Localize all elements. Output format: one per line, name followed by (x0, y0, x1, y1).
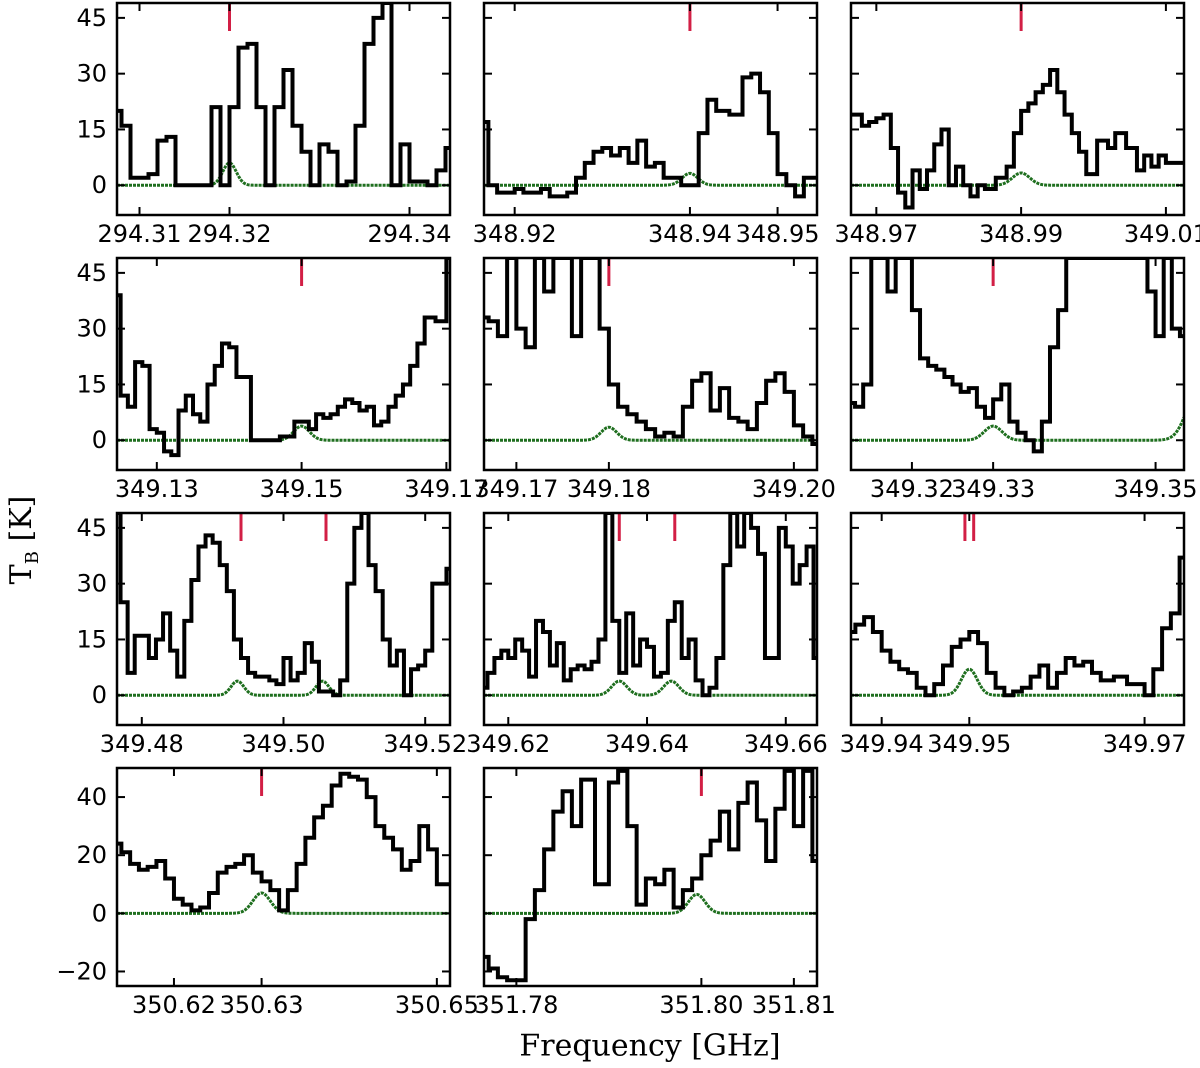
panel-frame (849, 1, 1186, 217)
x-axis-label: Frequency [GHz] (519, 1028, 781, 1064)
x-tick-label: 349.62 (466, 730, 550, 758)
panel-1: 294.31 294.32 294.34 0 15 30 45 (76, 1, 452, 248)
x-tick-label: 351.81 (752, 991, 836, 1019)
x-tick-label: 349.48 (100, 730, 184, 758)
x-tick-label: 294.32 (188, 220, 272, 248)
spectrum-trace (117, 3, 450, 188)
x-tick-label: 350.63 (220, 991, 304, 1019)
y-axis-label: TB [K] (4, 496, 43, 585)
model-curve (851, 416, 1184, 442)
spectrum-trace (484, 71, 817, 199)
panel-9: 349.94 349.95 349.97 (840, 511, 1187, 758)
x-tick-label: 294.31 (98, 220, 182, 248)
panel-frame (849, 511, 1186, 727)
spectrum-trace (484, 258, 817, 446)
x-tick-label: 348.95 (736, 220, 820, 248)
y-tick-label: 15 (76, 115, 107, 143)
panel-frame (115, 1, 452, 217)
x-tick-label: 349.66 (744, 730, 828, 758)
panel-frame (849, 256, 1186, 472)
y-tick-label: 40 (76, 783, 107, 811)
spectrum-trace (117, 258, 450, 458)
x-tick-label: 349.17 (404, 475, 488, 503)
x-tick-label: 349.15 (260, 475, 344, 503)
panel-frame (482, 766, 819, 988)
panel-10: 350.62 350.63 350.65 −20 0 20 40 (56, 766, 479, 1019)
panel-8: 349.62 349.64 349.66 (466, 511, 828, 758)
spectrum-trace (851, 555, 1184, 698)
x-tick-label: 348.97 (834, 220, 918, 248)
y-tick-label: 45 (76, 4, 107, 32)
y-tick-label: 0 (92, 899, 107, 927)
x-tick-label: 349.64 (605, 730, 689, 758)
model-curve (851, 667, 1184, 697)
spectrum-trace (117, 771, 450, 913)
y-axis-label-subscript: B (22, 551, 44, 565)
x-tick-label: 349.50 (242, 730, 326, 758)
x-tick-label: 349.20 (752, 475, 836, 503)
model-curve (117, 161, 450, 187)
x-tick-label: 348.92 (473, 220, 557, 248)
x-tick-label: 349.33 (951, 475, 1035, 503)
x-tick-label: 349.01 (1124, 220, 1200, 248)
y-tick-label: 20 (76, 841, 107, 869)
spectrum-trace (851, 67, 1184, 210)
model-curve (484, 892, 817, 915)
panel-frame (115, 256, 452, 472)
x-tick-label: 349.32 (870, 475, 954, 503)
x-tick-label: 351.78 (474, 991, 558, 1019)
y-tick-label: 0 (92, 681, 107, 709)
spectrum-trace (484, 513, 817, 698)
x-tick-label: 349.52 (383, 730, 467, 758)
y-tick-label: 0 (92, 171, 107, 199)
model-curve (484, 679, 817, 697)
y-tick-label: 30 (76, 60, 107, 88)
panel-11: 351.78 351.80 351.81 (474, 766, 836, 1019)
panel-3: 348.97 348.99 349.01 (834, 1, 1200, 248)
y-axis-label-symbol: T (4, 564, 40, 585)
model-curve (117, 891, 450, 915)
x-tick-label: 294.34 (368, 220, 452, 248)
panel-frame (115, 511, 452, 727)
model-curve (851, 171, 1184, 187)
x-tick-label: 349.13 (115, 475, 199, 503)
y-tick-label: 15 (76, 370, 107, 398)
x-tick-label: 350.62 (132, 991, 216, 1019)
y-tick-label: 30 (76, 315, 107, 343)
panel-2: 348.92 348.94 348.95 (473, 1, 820, 248)
model-curve (484, 425, 817, 442)
y-tick-label: 30 (76, 570, 107, 598)
spectrum-trace (117, 513, 450, 698)
spectrum-trace (484, 768, 817, 983)
y-tick-label: −20 (56, 957, 107, 985)
y-axis-label-unit: [K] (4, 495, 40, 542)
panel-frame (482, 256, 819, 472)
x-tick-label: 349.35 (1114, 475, 1198, 503)
panel-7: 349.48 349.50 349.52 0 15 30 45 (76, 511, 467, 758)
model-curve (484, 171, 817, 187)
x-tick-label: 349.97 (1103, 730, 1187, 758)
model-curve (117, 679, 450, 697)
y-tick-label: 45 (76, 259, 107, 287)
panel-4: 349.13 349.15 349.17 0 15 30 45 (76, 256, 488, 503)
x-tick-label: 348.94 (648, 220, 732, 248)
spectrum-trace (851, 258, 1184, 454)
x-tick-label: 349.95 (927, 730, 1011, 758)
x-tick-label: 349.94 (840, 730, 924, 758)
y-tick-label: 15 (76, 625, 107, 653)
model-curve (117, 424, 450, 442)
x-tick-label: 349.17 (474, 475, 558, 503)
x-tick-label: 351.80 (659, 991, 743, 1019)
panel-frame (482, 511, 819, 727)
x-tick-label: 348.99 (979, 220, 1063, 248)
x-tick-label: 349.18 (567, 475, 651, 503)
y-tick-label: 45 (76, 514, 107, 542)
panel-frame (115, 766, 452, 988)
panel-frame (482, 1, 819, 217)
x-tick-label: 350.65 (395, 991, 479, 1019)
y-tick-label: 0 (92, 426, 107, 454)
panel-5: 349.17 349.18 349.20 (474, 256, 836, 503)
